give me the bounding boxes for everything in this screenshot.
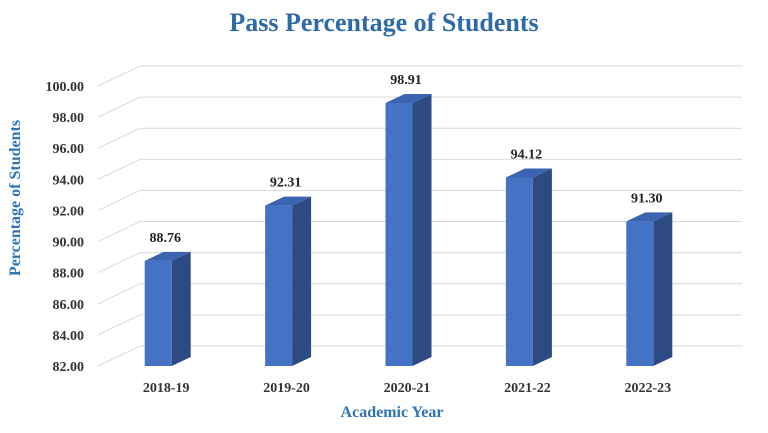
gridline bbox=[97, 127, 742, 149]
bar-top bbox=[626, 212, 673, 222]
bar-2022-23 bbox=[626, 212, 673, 366]
bar-top bbox=[144, 251, 191, 261]
bar-2021-22 bbox=[505, 168, 552, 366]
bar-side bbox=[292, 196, 312, 366]
data-label: 98.91 bbox=[390, 73, 422, 88]
bar-2019-20 bbox=[265, 196, 312, 366]
x-tick-label: 2018-19 bbox=[143, 381, 190, 396]
gridline bbox=[97, 158, 742, 180]
y-tick-label: 88.00 bbox=[53, 267, 85, 282]
y-tick-label: 82.00 bbox=[53, 360, 85, 375]
bar-side bbox=[171, 251, 191, 366]
data-label: 88.76 bbox=[149, 231, 181, 246]
gridlines bbox=[97, 65, 742, 367]
y-tick-label: 92.00 bbox=[53, 204, 85, 219]
bar-front bbox=[144, 260, 172, 366]
y-tick-label: 86.00 bbox=[53, 298, 85, 313]
bar-top bbox=[265, 196, 312, 206]
y-axis-title: Percentage of Students bbox=[7, 120, 24, 276]
y-tick-label: 84.00 bbox=[53, 329, 85, 344]
bar-top bbox=[385, 93, 432, 103]
bar-side bbox=[412, 93, 432, 366]
bar-2018-19 bbox=[144, 251, 191, 366]
y-tick-label: 96.00 bbox=[53, 142, 85, 157]
y-axis-ticks: 82.00 84.00 86.00 88.00 90.00 92.00 94.00 96.00… bbox=[46, 80, 85, 375]
x-axis-title: Academic Year bbox=[341, 404, 444, 421]
x-axis-ticks: 2018-19 2019-20 2020-21 2021-22 2022-23 bbox=[143, 381, 671, 396]
gridline bbox=[97, 65, 742, 87]
x-tick-label: 2022-23 bbox=[624, 381, 671, 396]
bar-front bbox=[385, 102, 413, 366]
data-label: 91.30 bbox=[631, 191, 663, 206]
y-tick-label: 100.00 bbox=[46, 80, 85, 95]
x-tick-label: 2021-22 bbox=[504, 381, 551, 396]
gridline bbox=[97, 96, 742, 118]
data-label: 92.31 bbox=[270, 176, 302, 191]
bar-front bbox=[626, 221, 654, 366]
y-tick-label: 90.00 bbox=[53, 236, 85, 251]
data-labels: 88.76 92.31 98.91 94.12 91.30 bbox=[149, 73, 662, 246]
x-tick-label: 2020-21 bbox=[384, 381, 431, 396]
bar-side bbox=[653, 212, 673, 366]
bar-side bbox=[532, 168, 552, 366]
y-tick-label: 98.00 bbox=[53, 111, 85, 126]
bar-top bbox=[505, 168, 552, 178]
chart-title: Pass Percentage of Students bbox=[229, 8, 538, 37]
bar-front bbox=[265, 205, 293, 366]
bar-front bbox=[505, 177, 533, 366]
y-tick-label: 94.00 bbox=[53, 173, 85, 188]
bars bbox=[144, 93, 673, 366]
x-tick-label: 2019-20 bbox=[263, 381, 310, 396]
data-label: 94.12 bbox=[511, 147, 543, 162]
bar-2020-21 bbox=[385, 93, 432, 366]
